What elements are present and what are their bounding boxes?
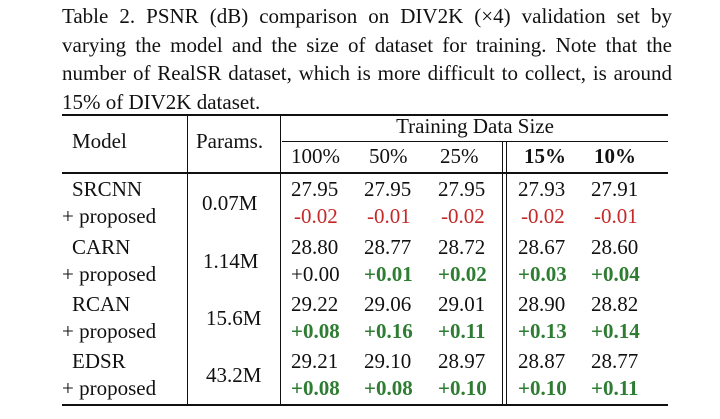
row-params: 43.2M bbox=[206, 363, 262, 387]
row-variant: + proposed bbox=[62, 376, 157, 400]
delta-cell: +0.08 bbox=[291, 376, 340, 400]
delta-cell: +0.10 bbox=[518, 376, 567, 400]
row-model: SRCNN bbox=[72, 177, 143, 201]
header-size-50: 50% bbox=[369, 144, 408, 168]
delta-cell: -0.02 bbox=[521, 204, 565, 228]
psnr-cell: 27.95 bbox=[364, 177, 412, 201]
row-params: 0.07M bbox=[202, 191, 258, 215]
psnr-cell: 28.77 bbox=[591, 349, 639, 373]
delta-cell: -0.01 bbox=[367, 204, 411, 228]
delta-cell: +0.11 bbox=[591, 376, 639, 400]
row-model: EDSR bbox=[72, 349, 126, 373]
group-rule bbox=[282, 141, 668, 142]
psnr-cell: 29.22 bbox=[291, 292, 339, 316]
delta-cell: +0.14 bbox=[591, 319, 640, 343]
delta-cell: +0.03 bbox=[518, 262, 567, 286]
delta-cell: +0.02 bbox=[438, 262, 487, 286]
delta-cell: +0.04 bbox=[591, 262, 640, 286]
delta-cell: -0.02 bbox=[441, 204, 485, 228]
row-params: 1.14M bbox=[203, 249, 259, 273]
psnr-cell: 28.87 bbox=[518, 349, 566, 373]
header-rule bbox=[62, 172, 668, 174]
row-variant: + proposed bbox=[62, 319, 157, 343]
psnr-cell: 29.10 bbox=[364, 349, 412, 373]
psnr-cell: 28.80 bbox=[291, 235, 339, 259]
psnr-cell: 28.60 bbox=[591, 235, 639, 259]
delta-cell: +0.11 bbox=[438, 319, 486, 343]
psnr-cell: 28.90 bbox=[518, 292, 566, 316]
psnr-cell: 29.01 bbox=[438, 292, 486, 316]
delta-cell: +0.01 bbox=[364, 262, 413, 286]
model-params-divider bbox=[187, 114, 188, 405]
top-rule bbox=[62, 114, 668, 116]
delta-cell: +0.08 bbox=[291, 319, 340, 343]
row-variant: + proposed bbox=[62, 262, 157, 286]
delta-cell: +0.16 bbox=[364, 319, 413, 343]
delta-cell: +0.00 bbox=[291, 262, 340, 286]
row-params: 15.6M bbox=[206, 306, 262, 330]
psnr-cell: 27.95 bbox=[438, 177, 486, 201]
delta-cell: +0.08 bbox=[364, 376, 413, 400]
psnr-cell: 27.91 bbox=[591, 177, 639, 201]
row-variant: + proposed bbox=[62, 204, 157, 228]
row-model: RCAN bbox=[72, 292, 131, 316]
header-size-25: 25% bbox=[440, 144, 479, 168]
double-divider-b bbox=[506, 141, 507, 405]
bottom-rule bbox=[62, 404, 668, 406]
header-training-size: Training Data Size bbox=[396, 114, 554, 138]
psnr-cell: 28.77 bbox=[364, 235, 412, 259]
row-model: CARN bbox=[72, 235, 131, 259]
header-size-10: 10% bbox=[594, 144, 636, 168]
header-params: Params. bbox=[196, 129, 264, 153]
psnr-cell: 29.06 bbox=[364, 292, 412, 316]
psnr-cell: 27.93 bbox=[518, 177, 566, 201]
delta-cell: +0.13 bbox=[518, 319, 567, 343]
delta-cell: +0.10 bbox=[438, 376, 487, 400]
double-divider-a bbox=[502, 141, 503, 405]
header-size-15: 15% bbox=[524, 144, 566, 168]
psnr-cell: 28.97 bbox=[438, 349, 486, 373]
header-size-100: 100% bbox=[291, 144, 340, 168]
delta-cell: -0.02 bbox=[294, 204, 338, 228]
params-data-divider bbox=[280, 114, 281, 405]
header-model: Model bbox=[72, 129, 127, 153]
psnr-cell: 28.67 bbox=[518, 235, 566, 259]
table-caption: Table 2. PSNR (dB) comparison on DIV2K (… bbox=[62, 4, 672, 114]
psnr-cell: 28.82 bbox=[591, 292, 639, 316]
psnr-cell: 29.21 bbox=[291, 349, 339, 373]
psnr-cell: 27.95 bbox=[291, 177, 339, 201]
delta-cell: -0.01 bbox=[594, 204, 638, 228]
psnr-cell: 28.72 bbox=[438, 235, 486, 259]
